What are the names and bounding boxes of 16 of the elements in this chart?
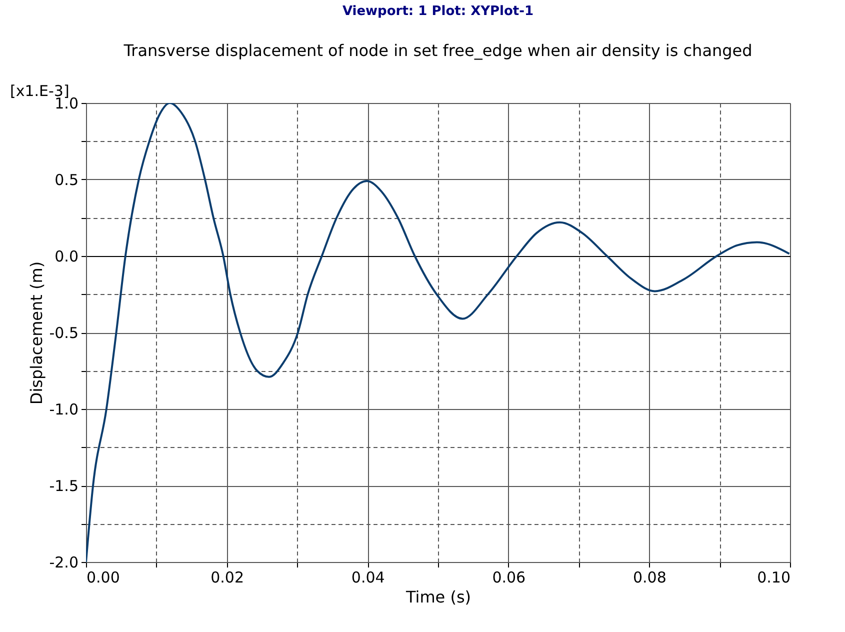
y-tick-label: 0.5 (54, 171, 78, 189)
y-tick-label: -0.5 (49, 324, 78, 342)
y-tick-label: 0.0 (54, 248, 78, 266)
x-tick-label: 0.00 (86, 568, 120, 586)
x-tick-label: 0.06 (492, 568, 526, 586)
x-tick-label: 0.04 (351, 568, 385, 586)
text: Viewport: 1 Plot: XYPlot-1 (342, 4, 534, 19)
y-axis-title: Displacement (m) (27, 261, 46, 405)
y-tick-label: -1.0 (49, 400, 78, 418)
y-tick-label: -1.5 (49, 477, 78, 495)
x-tick-label: 0.08 (632, 568, 666, 586)
y-tick-label: -2.0 (49, 554, 78, 572)
x-tick-label: 0.10 (757, 568, 790, 586)
x-axis-title: Time (s) (404, 588, 472, 606)
x-tick-label: 0.02 (210, 568, 244, 586)
chart-title: Transverse displacement of node in set free_edge when air density is changed (122, 41, 752, 60)
